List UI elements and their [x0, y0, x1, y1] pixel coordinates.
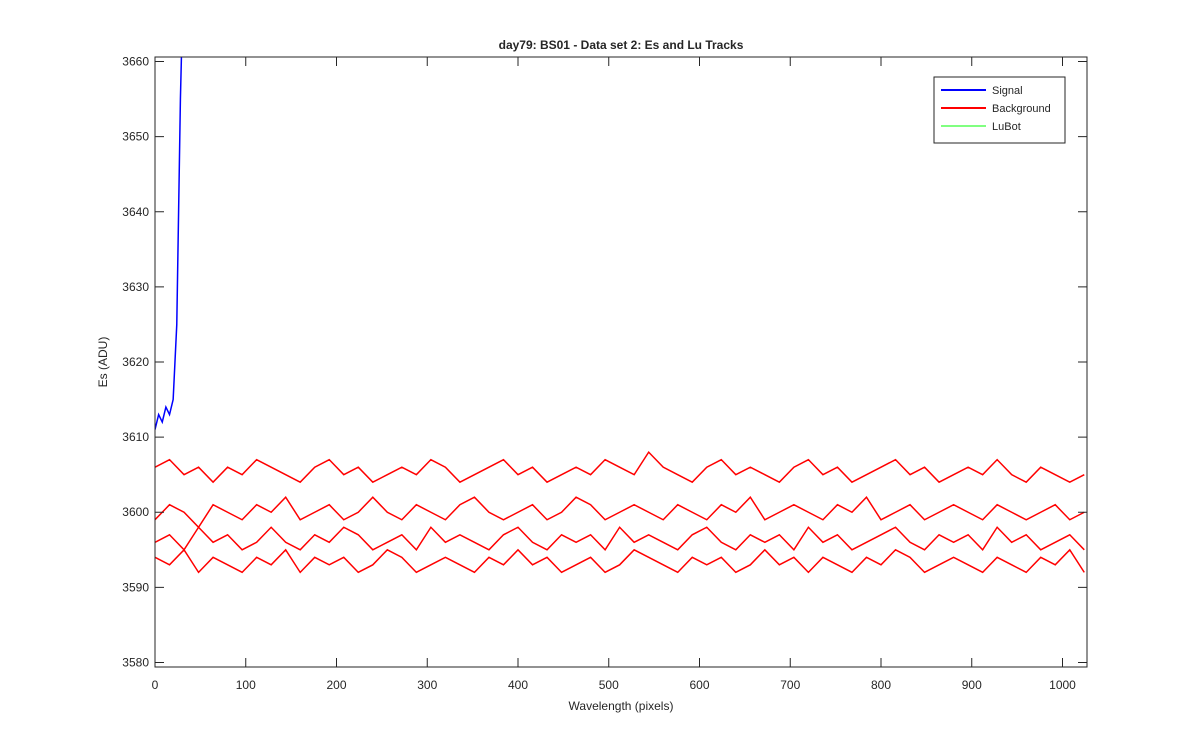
lines: [155, 57, 1085, 574]
y-axis-label: Es (ADU): [96, 337, 110, 388]
series-line: [155, 548, 1085, 574]
x-tick-label: 100: [236, 678, 256, 692]
y-tick-label: 3580: [122, 655, 149, 669]
x-tick-label: 600: [689, 678, 709, 692]
x-tick-label: 400: [508, 678, 528, 692]
legend-label: Signal: [992, 85, 1023, 97]
y-tick-label: 3640: [122, 205, 149, 219]
legend-box: [933, 76, 1066, 144]
y-tick-label: 3610: [122, 430, 149, 444]
series-line: [155, 526, 1085, 552]
x-tick-label: 500: [599, 678, 619, 692]
legend-label: LuBot: [992, 121, 1021, 133]
x-tick-label: 0: [152, 678, 159, 692]
series-line: [155, 57, 183, 430]
x-tick-label: 900: [962, 678, 982, 692]
axes-box: [154, 56, 1088, 668]
y-tick-label: 3620: [122, 355, 149, 369]
legend-label: Background: [992, 103, 1051, 115]
x-tick-label: 1000: [1049, 678, 1076, 692]
y-tick-label: 3660: [122, 55, 149, 69]
y-tick-label: 3590: [122, 580, 149, 594]
x-tick-label: 700: [780, 678, 800, 692]
series-line: [155, 496, 1085, 529]
axes: 0 100 200 300 400 500 600 700 800 900 1000 3580 3590…: [122, 55, 1087, 692]
y-tick-label: 3630: [122, 280, 149, 294]
chart-title: day79: BS01 - Data set 2: Es and Lu Trac…: [499, 38, 744, 52]
x-tick-label: 200: [326, 678, 346, 692]
x-tick-label: 800: [871, 678, 891, 692]
plot-area: [155, 57, 1087, 667]
series-line: [155, 450, 1085, 484]
y-tick-label: 3650: [122, 130, 149, 144]
x-tick-label: 300: [417, 678, 437, 692]
y-tick-label: 3600: [122, 505, 149, 519]
legend: Signal Background LuBot: [933, 76, 1066, 144]
x-axis-label: Wavelength (pixels): [569, 699, 674, 713]
